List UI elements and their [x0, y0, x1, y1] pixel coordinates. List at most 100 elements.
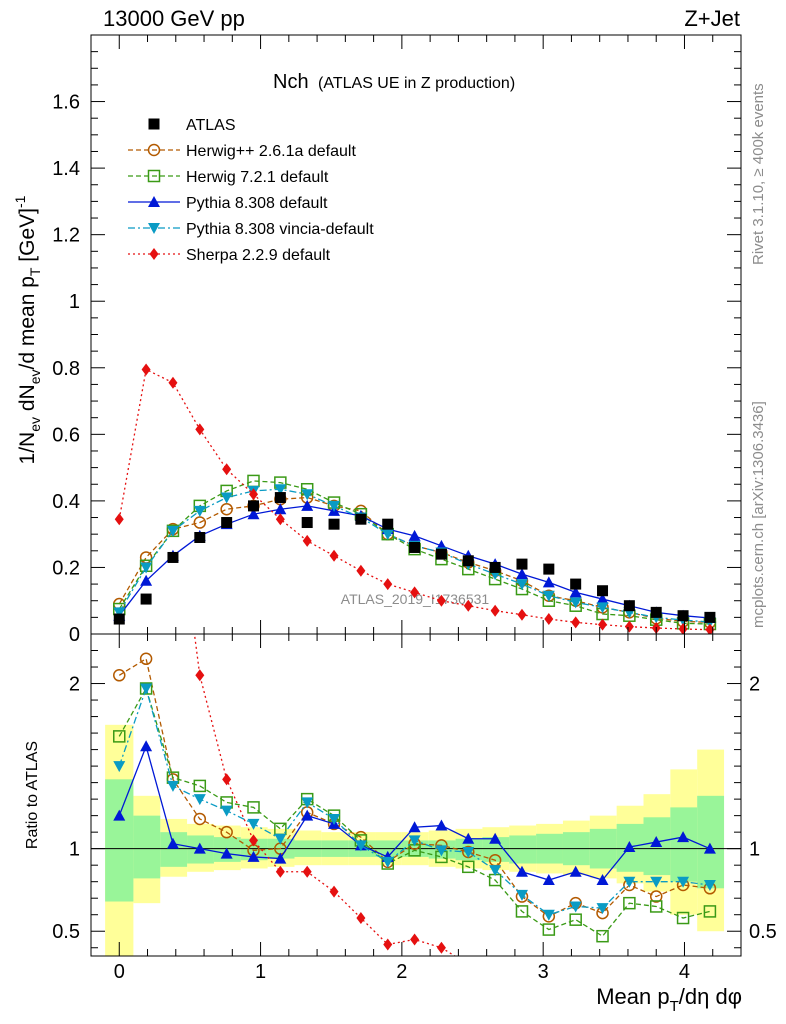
data-point [382, 518, 394, 530]
ratio-point [275, 865, 285, 878]
ratio-point [274, 852, 287, 864]
ratio-line [118, 686, 711, 938]
ratio-y-tick-label-right: 0.5 [749, 921, 777, 943]
ratio-point [247, 801, 260, 814]
ratio-point [410, 933, 420, 946]
ratio-point [381, 856, 394, 868]
data-point [248, 500, 259, 512]
ratio-point [515, 865, 528, 877]
ratio-band-inner-bin [133, 815, 161, 879]
legend-entry: Herwig++ 2.6.1a default [128, 143, 356, 160]
ratio-point [274, 833, 287, 845]
ratio-y-tick-label-right: 2 [749, 674, 760, 696]
data-point [195, 423, 205, 436]
data-point [274, 492, 286, 504]
y-label-part: T [27, 267, 43, 276]
ratio-point [542, 874, 555, 886]
ratio-point [247, 818, 260, 830]
ratio-point [220, 825, 233, 839]
ratio-point [329, 885, 339, 898]
data-point [569, 586, 582, 598]
ratio-point [301, 809, 314, 821]
ratio-point [193, 779, 207, 793]
data-point [356, 564, 366, 577]
ratio-point [436, 941, 446, 954]
ratio-point [623, 876, 636, 888]
ratio-point [435, 845, 448, 857]
data-point [301, 499, 314, 511]
ratio-point [649, 890, 663, 903]
ratio-point [517, 965, 526, 977]
ratio-point [328, 813, 341, 825]
data-point [141, 363, 151, 376]
data-point [221, 517, 233, 529]
data-point [275, 513, 285, 526]
data-point [168, 376, 178, 389]
data-point [704, 611, 716, 623]
main-plot-series [113, 363, 717, 634]
ratio-plot-frame [90, 633, 742, 957]
ratio-point [193, 812, 207, 826]
data-point [274, 484, 287, 496]
ratio-y-tick-label: 2 [69, 674, 80, 696]
y-label-part: -1 [12, 195, 28, 208]
data-point [571, 616, 581, 629]
ratio-point [168, 463, 177, 475]
data-point [705, 623, 715, 634]
data-point [436, 594, 446, 607]
ratio-point [408, 835, 421, 847]
data-point [381, 529, 394, 541]
data-point [113, 613, 125, 625]
y-tick-label: 0.4 [52, 491, 80, 513]
data-point [193, 516, 207, 529]
legend-label: Pythia 8.308 vincia-default [186, 221, 374, 238]
data-point [570, 578, 582, 590]
legend-entry: Sherpa 2.2.9 default [128, 247, 331, 264]
y-label-part: [GeV] [16, 208, 39, 268]
ratio-point [569, 913, 582, 926]
legend-label: Pythia 8.308 default [186, 195, 328, 212]
ratio-point [408, 821, 421, 833]
y-tick-label: 0.8 [52, 358, 80, 380]
plot-title-sub: (ATLAS UE in Z production) [318, 75, 515, 92]
data-point [517, 608, 527, 621]
x-tick-label: 2 [396, 961, 407, 983]
ratio-point [354, 840, 367, 852]
data-point [569, 597, 582, 609]
legend-entry: ATLAS [148, 117, 236, 134]
data-point [543, 563, 555, 575]
data-point [220, 502, 233, 516]
data-point [329, 549, 339, 562]
data-point [193, 505, 206, 517]
ratio-point [140, 683, 153, 695]
data-point [301, 489, 314, 501]
ratio-point [302, 865, 312, 878]
ratio-point [220, 847, 233, 859]
y-tick-label: 0.6 [52, 424, 80, 446]
data-point [328, 500, 341, 512]
data-point [167, 551, 179, 563]
legend-entry: Pythia 8.308 vincia-default [128, 221, 374, 238]
ratio-point [249, 834, 258, 847]
legend-label: Herwig++ 2.6.1a default [186, 143, 356, 160]
ratio-point [569, 865, 582, 877]
ratio-point [596, 929, 609, 943]
data-point [194, 531, 206, 543]
ratio-point [166, 837, 179, 849]
data-point [596, 593, 609, 605]
ratio-point [676, 911, 690, 925]
data-point [597, 585, 609, 597]
y-tick-label: 1.6 [52, 92, 80, 114]
ratio-point [462, 846, 475, 858]
data-point [140, 593, 152, 605]
plot-title: Nch (ATLAS UE in Z production) [273, 71, 515, 93]
data-point [598, 618, 608, 631]
ratio-band-inner-bin [160, 832, 188, 867]
ratio-series-pythia-8-308-default [113, 740, 716, 886]
ratio-point [649, 900, 663, 913]
data-point [490, 604, 500, 617]
energy-label: 13000 GeV pp [103, 6, 245, 31]
ratio-series-pythia-8-308-vincia-default [113, 683, 716, 921]
x-label-part: /dη dφ [679, 984, 742, 1009]
data-point [678, 623, 688, 634]
